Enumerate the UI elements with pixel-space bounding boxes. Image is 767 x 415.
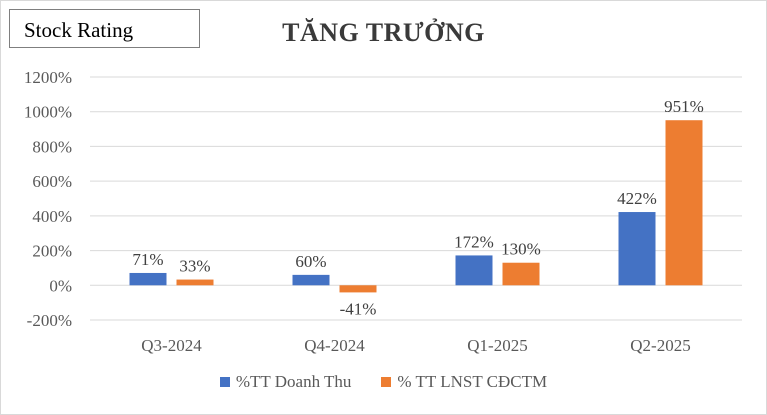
- data-label: 71%: [132, 250, 163, 269]
- y-tick-label: 200%: [32, 242, 72, 261]
- y-tick-label: 1200%: [24, 68, 72, 87]
- y-tick-label: 400%: [32, 207, 72, 226]
- legend-item-revenue: %TT Doanh Thu: [219, 372, 352, 392]
- data-label: 172%: [454, 232, 494, 251]
- data-label: 422%: [617, 189, 657, 208]
- x-tick-label: Q4-2024: [304, 336, 365, 355]
- bar-profit: [502, 262, 540, 286]
- data-label: 130%: [501, 240, 541, 259]
- y-tick-label: 600%: [32, 172, 72, 191]
- y-tick-label: 1000%: [24, 103, 72, 122]
- bar-revenue: [129, 272, 167, 286]
- stock-rating-box: Stock Rating: [9, 9, 200, 48]
- legend-label-profit: % TT LNST CĐCTM: [397, 372, 548, 391]
- y-tick-label: -200%: [27, 311, 72, 330]
- data-label: 60%: [295, 252, 326, 271]
- data-label: 33%: [179, 257, 210, 276]
- x-tick-label: Q3-2024: [141, 336, 202, 355]
- legend-swatch-profit: [381, 377, 392, 387]
- data-label: -41%: [340, 299, 377, 318]
- data-label: 951%: [664, 97, 704, 116]
- x-tick-label: Q1-2025: [467, 336, 527, 355]
- stock-rating-label: Stock Rating: [24, 18, 134, 42]
- bar-revenue: [618, 212, 656, 286]
- bar-profit: [339, 285, 377, 293]
- legend-item-profit: % TT LNST CĐCTM: [381, 372, 547, 392]
- bar-profit: [665, 120, 703, 286]
- bar-profit: [176, 279, 214, 286]
- bar-revenue: [292, 274, 330, 286]
- y-tick-label: 800%: [32, 137, 72, 156]
- chart-legend: %TT Doanh Thu % TT LNST CĐCTM: [0, 372, 767, 392]
- legend-label-revenue: %TT Doanh Thu: [235, 372, 352, 391]
- y-tick-label: 0%: [49, 276, 72, 295]
- x-tick-label: Q2-2025: [630, 336, 690, 355]
- legend-swatch-revenue: [219, 377, 230, 387]
- bar-revenue: [455, 255, 493, 286]
- chart-title: TĂNG TRƯỞNG: [282, 18, 485, 47]
